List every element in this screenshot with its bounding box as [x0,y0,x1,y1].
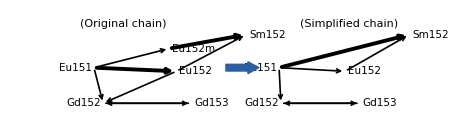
Text: Eu152: Eu152 [179,66,212,76]
Text: Gd152: Gd152 [67,98,101,108]
Text: (Original chain): (Original chain) [80,19,166,29]
Text: Gd152: Gd152 [245,98,279,108]
Text: Sm152: Sm152 [249,30,286,40]
Text: Gd153: Gd153 [363,98,397,108]
Text: Eu151: Eu151 [244,63,277,73]
Text: Eu152: Eu152 [348,66,381,76]
Text: Eu152m: Eu152m [172,44,215,54]
Text: (Simplified chain): (Simplified chain) [300,19,398,29]
Text: Eu151: Eu151 [59,63,92,73]
Text: Gd153: Gd153 [194,98,228,108]
Text: Sm152: Sm152 [412,30,449,40]
FancyArrow shape [226,62,259,74]
